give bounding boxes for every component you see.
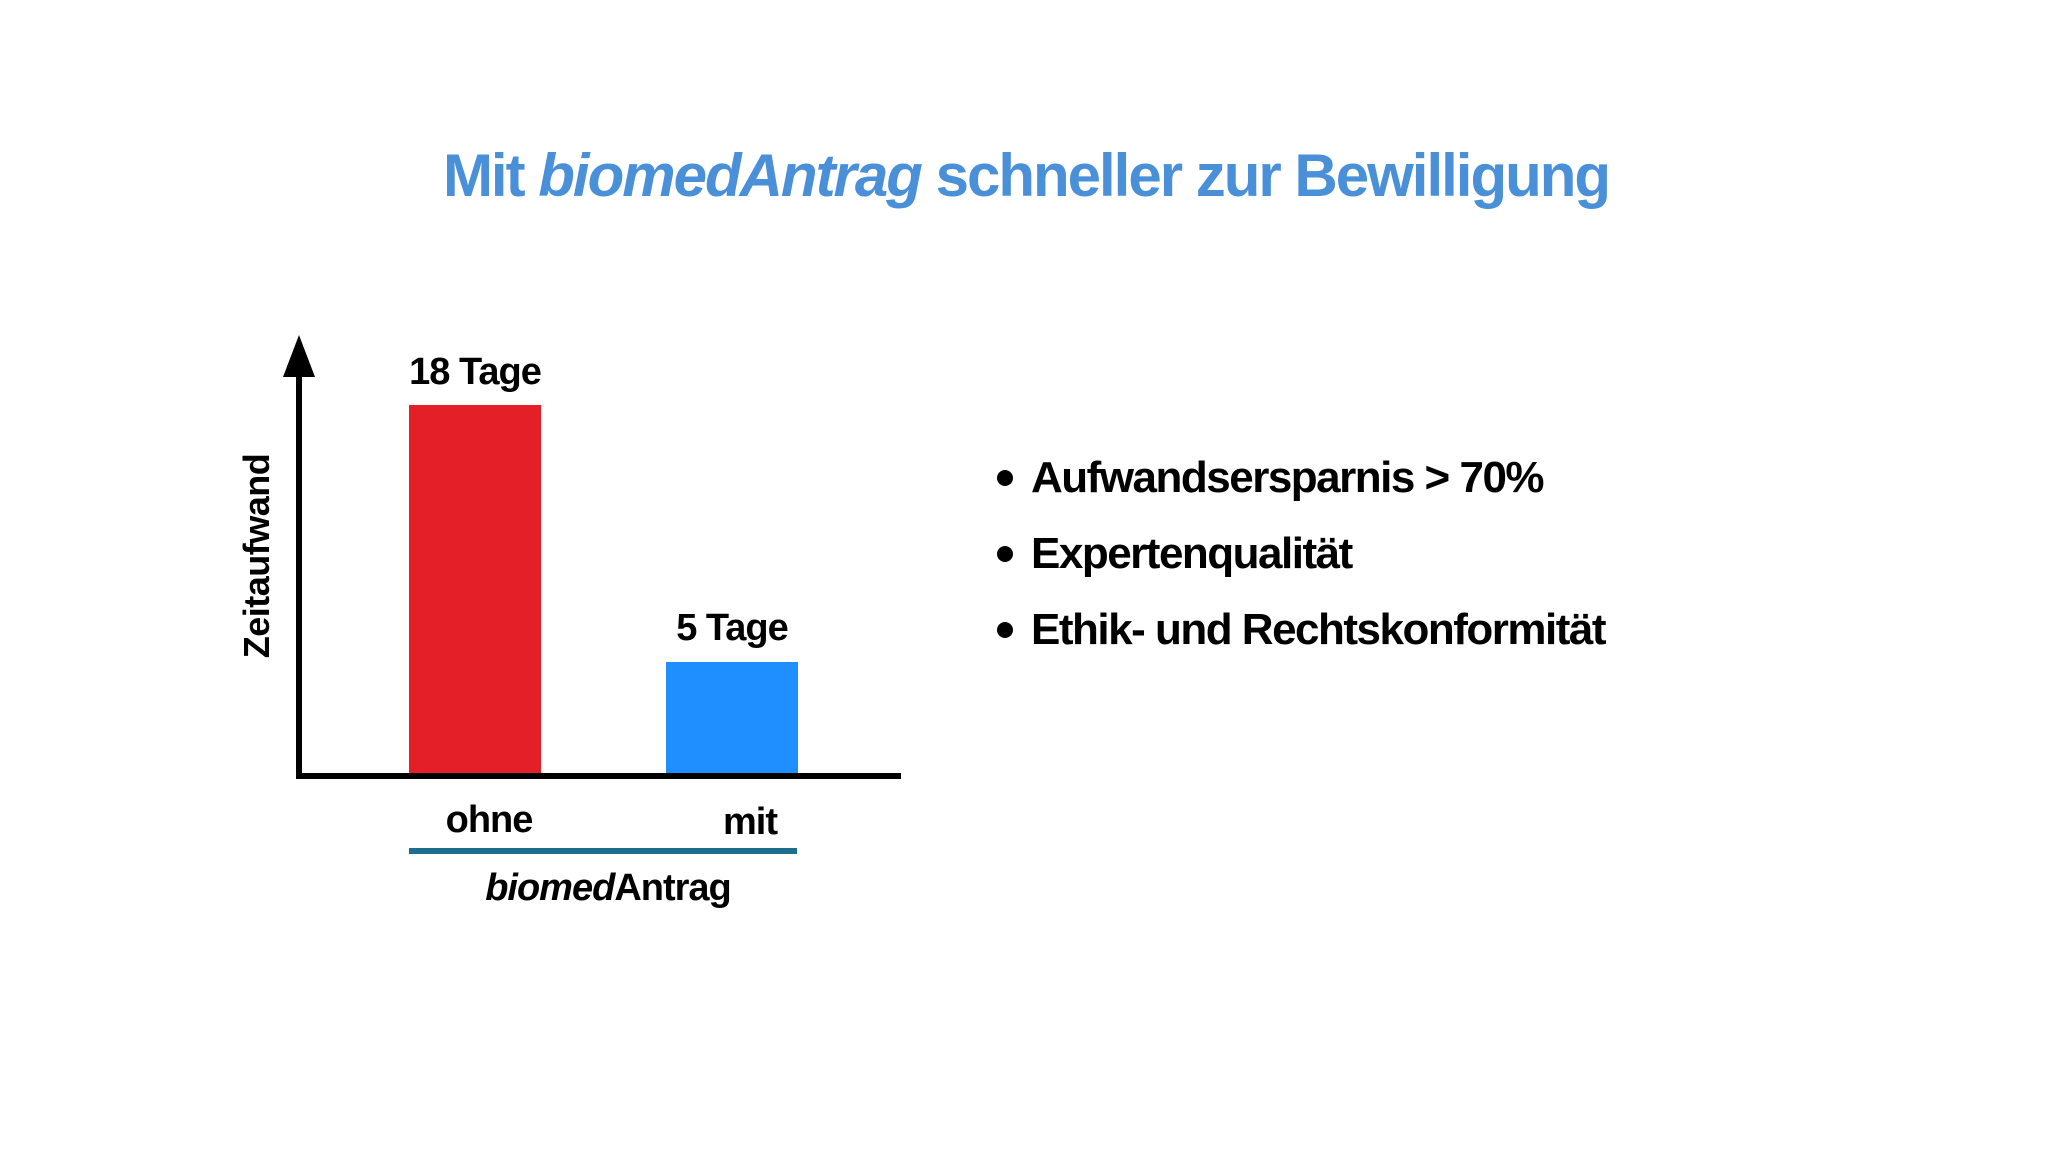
category-label-ohne: ohne <box>445 799 534 841</box>
list-item: Ethik- und Rechtskonformität <box>993 592 1607 668</box>
bullet-icon <box>997 470 1013 486</box>
category-group-divider <box>409 848 797 854</box>
benefits-list: Aufwandsersparnis > 70% Expertenqualität… <box>993 440 1607 668</box>
list-item-text: Expertenqualität <box>1031 529 1353 578</box>
title-suffix: schneller zur Bewilligung <box>920 142 1611 209</box>
list-item-text: Aufwandsersparnis > 70% <box>1031 453 1545 502</box>
x-axis-label-normal: Antrag <box>614 867 731 909</box>
x-axis-label-italic: biomed <box>485 867 615 909</box>
bar-mit <box>666 662 798 773</box>
title-prefix: Mit <box>442 142 539 209</box>
bullet-icon <box>997 546 1013 562</box>
slide-title: Mit biomedAntrag schneller zur Bewilligu… <box>0 140 2048 212</box>
x-axis <box>296 773 901 779</box>
list-item: Expertenqualität <box>993 516 1605 592</box>
list-item: Aufwandsersparnis > 70% <box>993 440 1605 516</box>
bar-value-label-mit: 5 Tage <box>676 607 789 649</box>
bar-value-label-ohne: 18 Tage <box>409 351 542 393</box>
y-axis-label: Zeitaufwand <box>236 453 277 659</box>
bullet-icon <box>997 622 1013 638</box>
list-item-text: Ethik- und Rechtskonformität <box>1031 605 1607 654</box>
y-axis <box>296 370 302 779</box>
x-axis-group-label: biomedAntrag <box>409 866 807 910</box>
title-brand-emphasis: biomedAntrag <box>538 142 923 209</box>
bar-ohne <box>409 405 541 773</box>
category-label-mit: mit <box>723 801 778 843</box>
